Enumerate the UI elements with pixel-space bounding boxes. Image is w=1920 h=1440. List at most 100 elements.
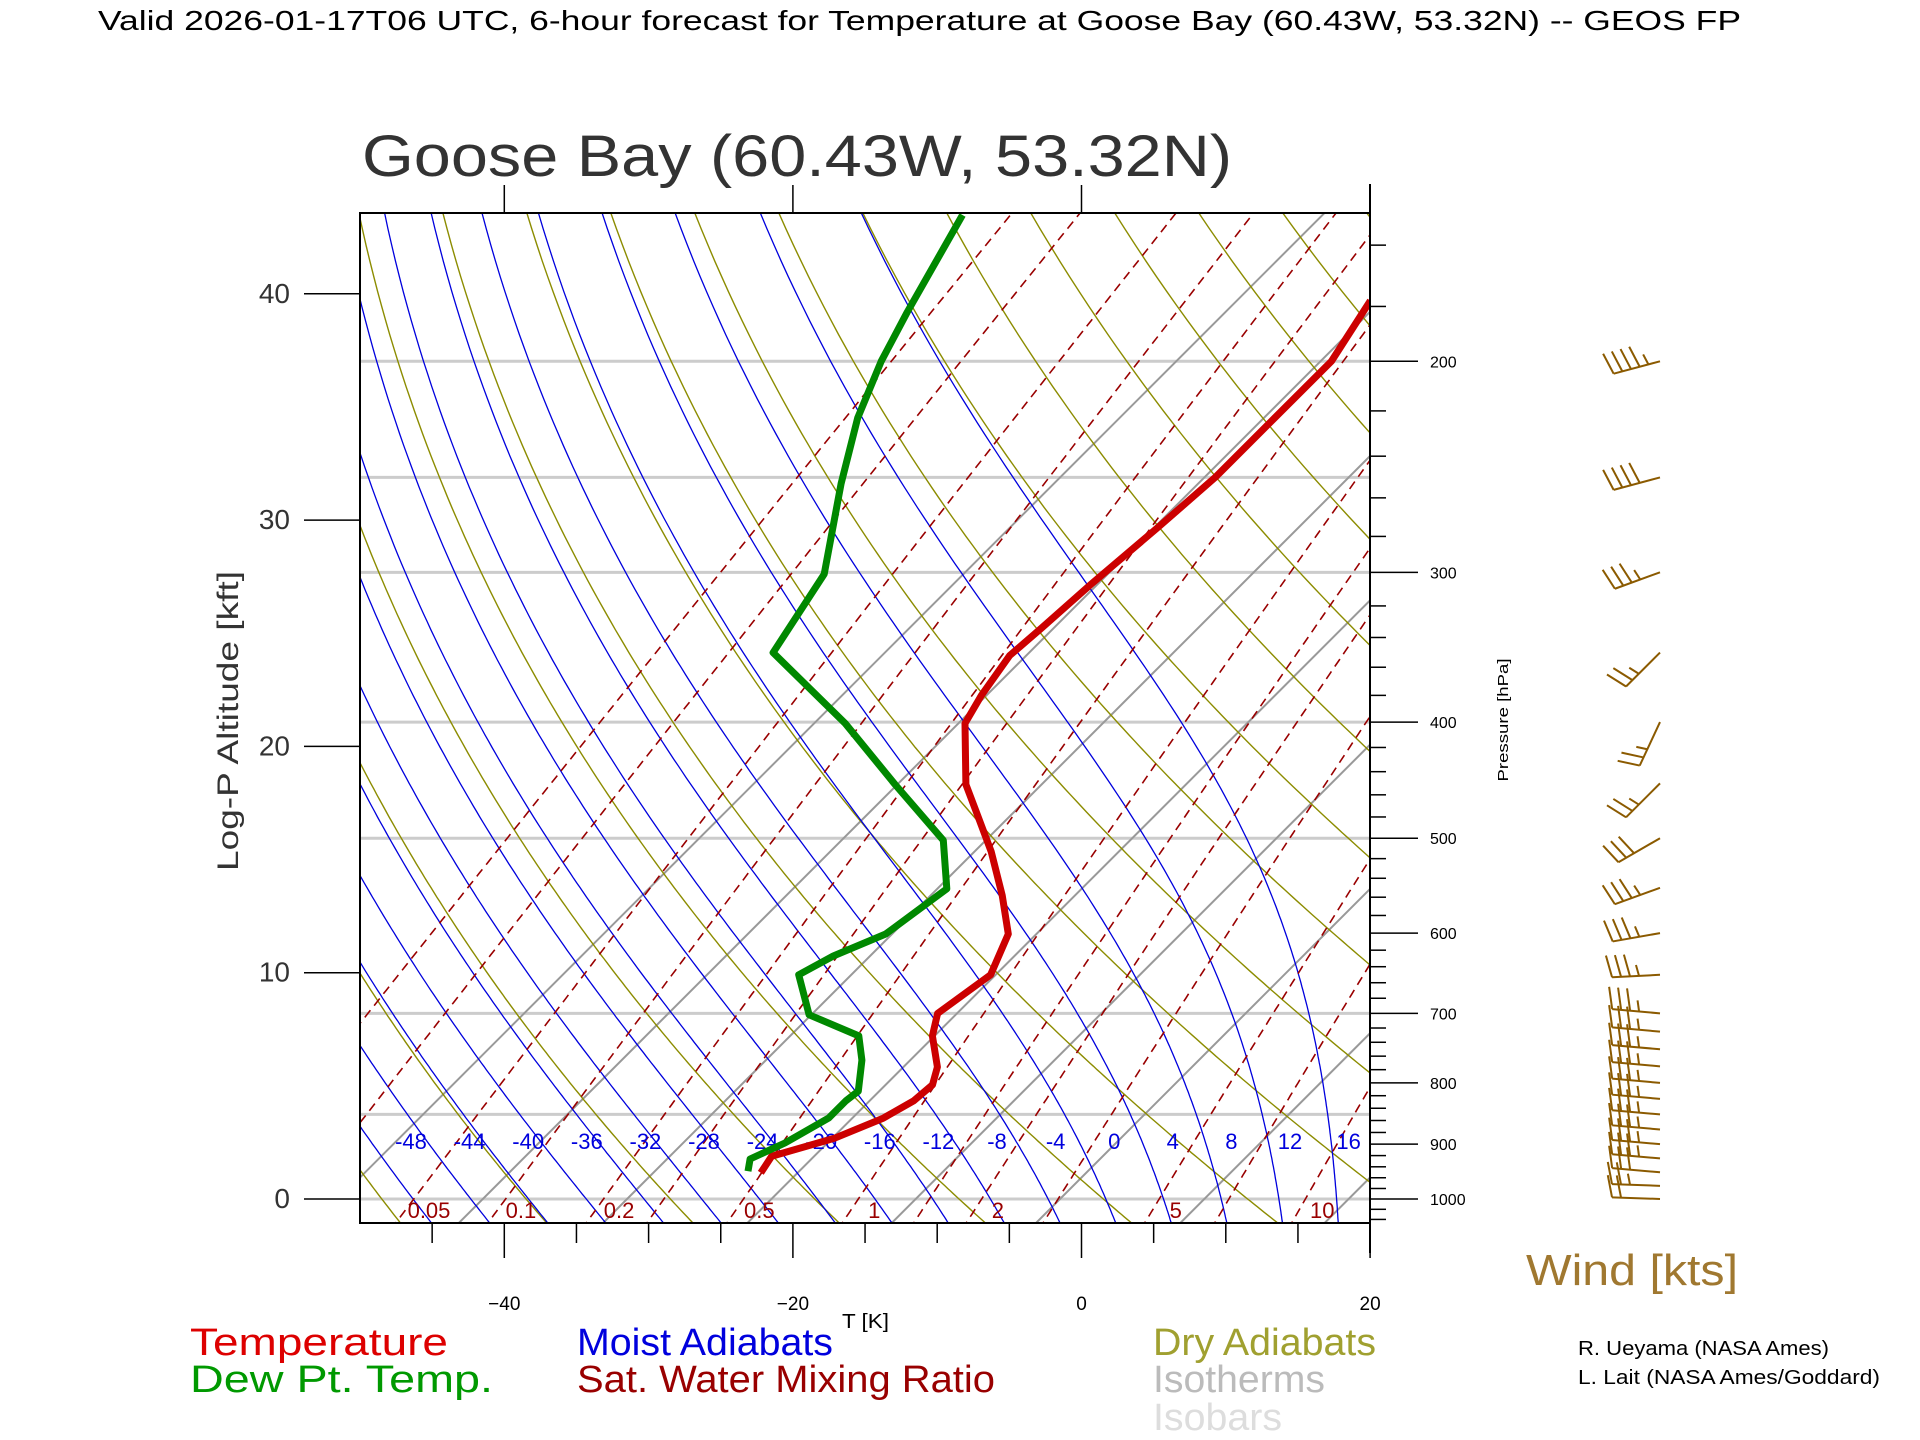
mixing-ratio-line (486, 213, 1255, 1223)
wind-barb-full (1601, 569, 1616, 590)
wind-barb-full (1608, 1056, 1614, 1079)
moist-adiabat-label: -28 (688, 1129, 720, 1154)
moist-adiabat-label: -12 (923, 1129, 955, 1154)
wind-barb-full (1628, 346, 1641, 368)
dry-adiabat (694, 213, 1370, 1074)
wind-barb-full (1617, 759, 1640, 767)
axes: −40 −20 0 200102030402003004005006007008009… (259, 184, 1466, 1315)
dry-adiabat (1915, 176, 1920, 1230)
isotherm-260 (890, 743, 1370, 1223)
plot-background-lines: -48 -44 -40 -36 -32 -28 -24 -20 -16 -12 -8 -4 0 4 8 12 1… (0, 176, 1920, 1230)
wind-barb-full (1626, 1024, 1632, 1047)
wind-barb (1608, 1039, 1661, 1068)
mixing-ratio-label: 2 (992, 1198, 1004, 1223)
moist-adiabat-label: -16 (864, 1129, 896, 1154)
dry-adiabat (1750, 176, 1920, 1230)
wind-barb-half (1636, 1018, 1641, 1030)
moist-adiabat-label: -8 (987, 1129, 1007, 1154)
wind-barb-full (1602, 844, 1620, 863)
wind-barb-full (1608, 1022, 1614, 1046)
legend-isotherms: Isotherms (1153, 1359, 1325, 1401)
wind-barb-staff (1611, 1196, 1661, 1200)
wind-barb-full (1617, 1040, 1623, 1064)
wind-barb-full (1612, 667, 1633, 681)
pressure-tick-label: 700 (1430, 1006, 1457, 1023)
wind-barb-half (1633, 884, 1642, 896)
dry-adiabat (0, 176, 112, 1230)
wind-barb (1608, 1145, 1661, 1174)
wind-barb (1606, 651, 1661, 688)
wind-barb-full (1604, 955, 1614, 978)
wind-barb-half (1636, 1000, 1641, 1012)
wind-barb-half (1636, 1085, 1641, 1098)
mixing-ratio-label: 0.2 (604, 1198, 635, 1223)
wind-barb-half (1628, 797, 1640, 806)
pressure-tick-label: 200 (1430, 354, 1457, 371)
moist-adiabat (537, 213, 1117, 1223)
mixing-ratio-line (645, 233, 1370, 1223)
altitude-tick-label: 0 (274, 1183, 290, 1214)
wind-barb-full (1606, 1161, 1614, 1185)
wind-barb-full (1617, 1103, 1623, 1127)
wind-barb-full (1608, 1087, 1614, 1111)
mixing-ratio-line (360, 213, 1014, 1025)
wind-barb (1608, 1117, 1661, 1146)
wind-barb-full (1626, 1073, 1632, 1097)
wind-barb-full (1620, 917, 1632, 939)
y-axis-label-pressure: Pressure [hPa] (1495, 659, 1512, 782)
pressure-tick-label: 900 (1430, 1137, 1457, 1154)
dry-adiabat (1586, 176, 1920, 1230)
pressure-tick-label: 600 (1430, 926, 1457, 943)
wind-barb-full (1608, 1117, 1614, 1141)
wind-barb-half (1636, 1069, 1641, 1082)
wind-barb-full (1626, 1104, 1632, 1128)
wind-barb-full (1602, 469, 1615, 491)
moist-adiabat (759, 213, 1284, 1223)
x-tick-label: −40 (488, 1294, 520, 1315)
wind-barb-full (1617, 1072, 1623, 1096)
moist-adiabat (674, 213, 1228, 1223)
mixing-ratio-line (725, 323, 1370, 1223)
wind-barb (1608, 1022, 1661, 1051)
moist-adiabat (360, 1044, 491, 1223)
isotherm-320 (1751, 176, 1920, 1230)
wind-barb-full (1610, 566, 1625, 587)
dry-adiabat (1668, 176, 1920, 1230)
x-tick-label: −20 (777, 1294, 809, 1315)
moist-adiabat-label: -4 (1046, 1129, 1066, 1154)
dry-adiabat (360, 971, 548, 1223)
wind-barb-half (1634, 925, 1641, 938)
dry-adiabat (778, 213, 1370, 966)
moist-adiabat-label: 16 (1336, 1129, 1360, 1154)
pressure-tick-label: 800 (1430, 1076, 1457, 1093)
wind-barb (1601, 563, 1661, 590)
legend-isobars: Isobars (1153, 1397, 1282, 1439)
mixing-ratio-label: 0.1 (506, 1198, 537, 1223)
wind-barb-full (1617, 1088, 1623, 1112)
isotherm-240 (601, 454, 1370, 1223)
moist-adiabat (601, 213, 1172, 1223)
isotherms (360, 176, 1920, 1230)
wind-barb-full (1608, 1004, 1614, 1028)
mixing-ratio-line (1143, 857, 1370, 1223)
wind-barb-half (1634, 964, 1640, 977)
dry-adiabat (360, 761, 694, 1223)
altitude-tick-label: 30 (259, 504, 290, 535)
mixing-ratio-label: 10 (1310, 1198, 1334, 1223)
altitude-tick-label: 40 (259, 278, 290, 309)
wind-barb-full (1617, 1005, 1623, 1029)
wind-label: Wind [kts] (1526, 1246, 1738, 1295)
dry-adiabat (526, 213, 1279, 1223)
line-labels: -48 -44 -40 -36 -32 -28 -24 -20 -16 -12 -8 -4 0 4 8 12 1… (395, 1129, 1361, 1223)
moist-adiabat (481, 213, 1061, 1223)
wind-barb-full (1610, 881, 1625, 902)
wind-barb-full (1602, 353, 1615, 375)
wind-barb-full (1626, 1147, 1632, 1170)
wind-barb-half (1636, 1036, 1641, 1048)
wind-barb-full (1606, 673, 1627, 688)
dry-adiabat (1197, 213, 1370, 434)
wind-barb-full (1608, 1039, 1614, 1063)
mixing-ratio-line (394, 213, 1178, 1223)
mixing-ratio-line (585, 213, 1338, 1223)
wind-barb (1601, 878, 1661, 906)
